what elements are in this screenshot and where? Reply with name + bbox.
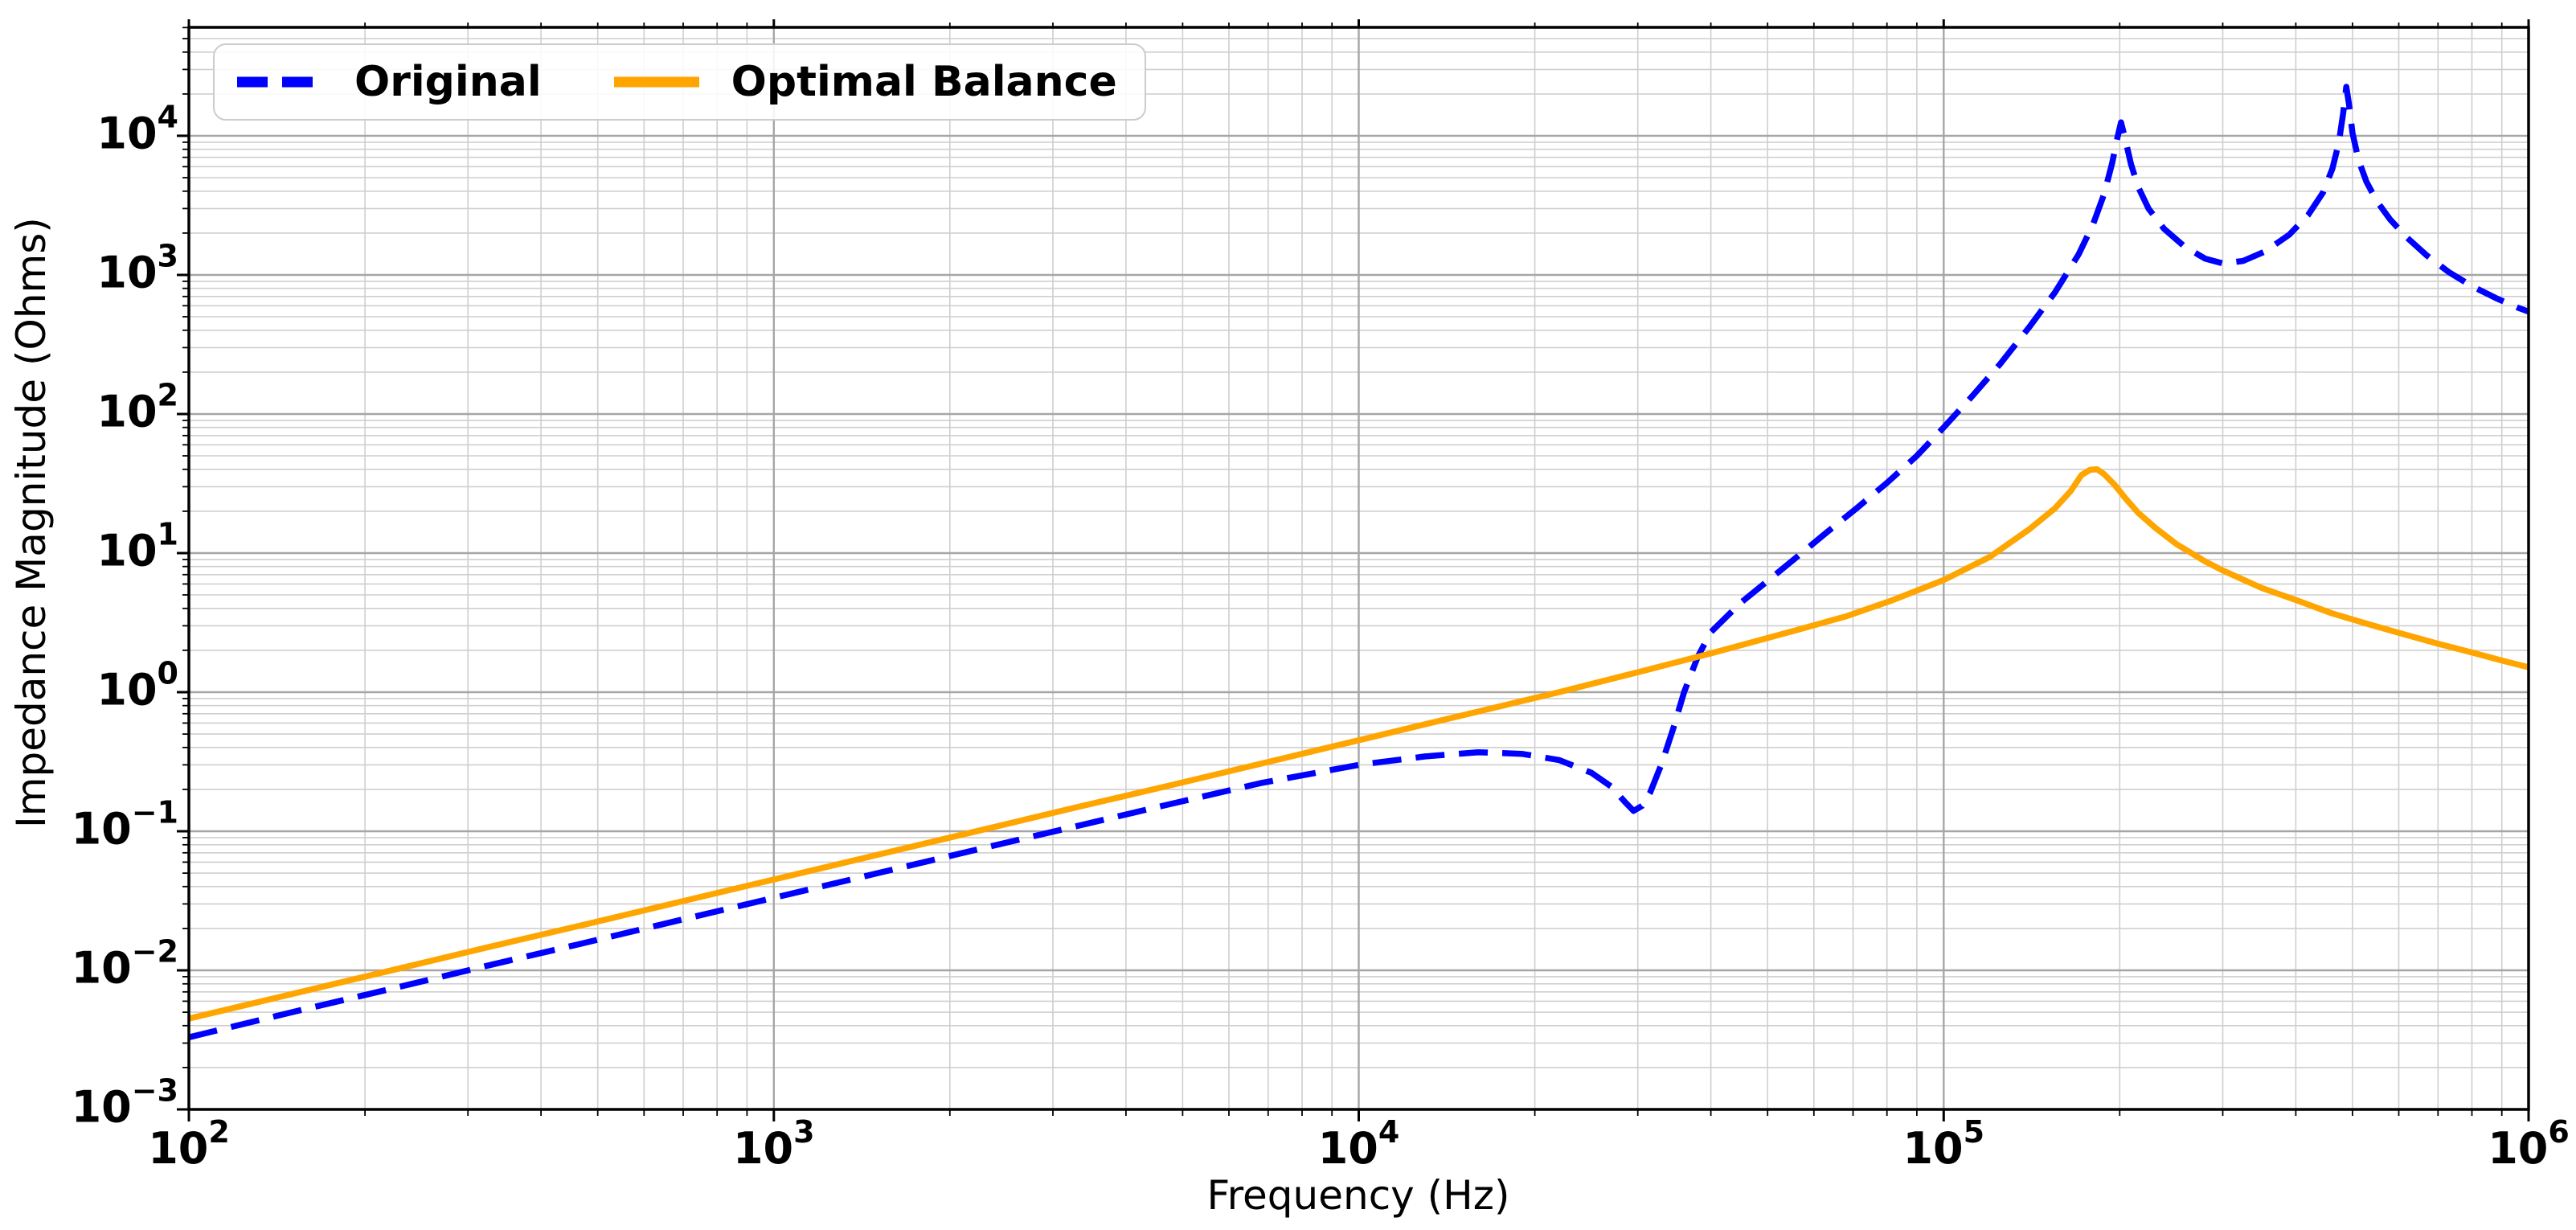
y-tick-label-10e3: 103	[96, 238, 178, 298]
legend-label-optimal-balance: Optimal Balance	[731, 58, 1117, 106]
series-line-0	[188, 84, 2530, 1040]
y-tick-label-10e-3: 10−3	[71, 1072, 178, 1133]
y-tick-label-10e1: 101	[96, 516, 178, 576]
y-tick-label-10e0: 100	[96, 655, 178, 715]
x-axis-label: Frequency (Hz)	[1206, 1172, 1510, 1219]
optimal-balance-line-sample	[613, 76, 699, 88]
legend-item-optimal-balance: Optimal Balance	[612, 61, 1117, 103]
y-axis-label: Impedance Magnitude (Ohms)	[8, 217, 55, 828]
y-tick-label-10e4: 104	[96, 99, 178, 159]
x-tick-label-10e6: 106	[2488, 1114, 2570, 1174]
original-dashed-line-sample	[237, 76, 322, 88]
x-tick-label-10e3: 103	[732, 1114, 815, 1174]
legend-label-original: Original	[354, 58, 542, 106]
legend: Original Optimal Balance	[213, 43, 1146, 121]
x-tick-label-10e5: 105	[1902, 1114, 1985, 1174]
y-tick-label-10e2: 102	[96, 377, 178, 437]
y-tick-label-10e-1: 10−1	[71, 794, 178, 855]
x-tick-label-10e2: 102	[148, 1114, 230, 1174]
y-tick-label-10e-2: 10−2	[71, 933, 178, 994]
x-tick-label-10e4: 104	[1317, 1114, 1400, 1174]
legend-item-original: Original	[235, 61, 542, 103]
series-line-1	[188, 466, 2529, 1022]
